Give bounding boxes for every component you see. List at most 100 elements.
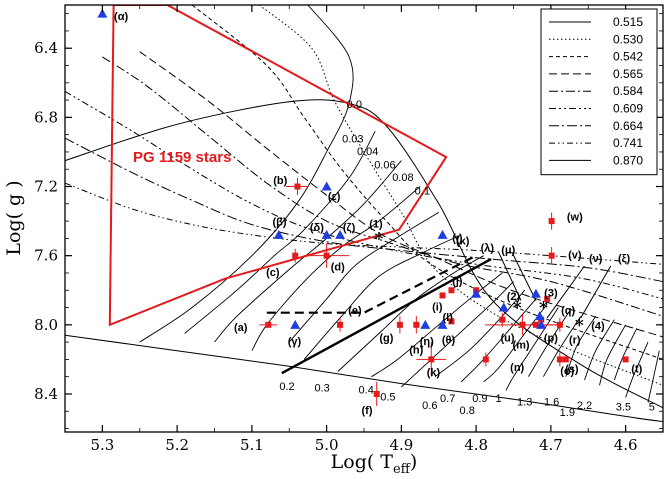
red-star-point [413, 321, 420, 328]
red-star-point [532, 321, 539, 328]
track-0.565 [139, 51, 663, 338]
x-axis-label-sub: eff [393, 462, 412, 477]
legend-entry: 0.584 [613, 84, 643, 98]
isochrone-label: 0.0 [347, 99, 362, 111]
red-star-label: (k) [427, 367, 441, 379]
red-star-point [556, 321, 563, 328]
blue-triangle-label: (η) [420, 336, 434, 348]
red-star-point [556, 356, 563, 363]
track-0.870 [65, 334, 663, 423]
blue-triangle-point [437, 319, 448, 329]
red-star-point [292, 252, 299, 259]
isochrone-label: 0.3 [314, 383, 329, 395]
legend-entry: 0.870 [613, 153, 643, 167]
x-tick-label: 5.2 [165, 436, 189, 454]
legend-entry: 0.542 [613, 50, 643, 64]
blue-triangle-label: (β) [272, 217, 286, 229]
red-star-label: (l) [443, 312, 454, 324]
legend: 0.515 0.530 0.542 0.565 0.584 0.609 0.664 0.741… [540, 8, 658, 176]
isochrone-5 [647, 350, 660, 403]
pg1159-region [108, 5, 448, 327]
blue-triangle-point [335, 229, 346, 239]
isochrone-3.5 [625, 341, 649, 398]
isochrone-label: 0.06 [374, 160, 395, 172]
blue-triangle-point [273, 229, 284, 239]
blue-triangle-point [321, 181, 332, 191]
blue-triangle-label: (δ) [310, 222, 324, 234]
track-0.741 [65, 182, 663, 265]
isochrone-label: 0.2 [279, 381, 294, 393]
blue-triangle-point [321, 229, 332, 239]
red-star-point [548, 252, 555, 259]
red-star-label: (w) [567, 212, 583, 224]
track-0.664 [65, 137, 663, 283]
isochrone-label: 0.7 [440, 393, 455, 405]
red-star-label: (e) [348, 305, 362, 317]
isochrone-label: 0.03 [342, 134, 363, 146]
red-star-point [499, 316, 506, 323]
red-star-label: (r) [569, 334, 581, 346]
blue-triangle-label: (ζ) [343, 222, 356, 234]
isochrone-label: 5 [649, 402, 655, 414]
red-star-point [337, 321, 344, 328]
blue-triangle-label: (α) [114, 11, 128, 23]
red-star-label: (q) [561, 305, 575, 317]
isochrone-2.2 [613, 328, 638, 381]
blue-triangle-point [534, 311, 545, 321]
red-star-label: (g) [379, 333, 393, 345]
red-star-label: (m) [512, 340, 529, 352]
isochrone-label: 0.4 [359, 384, 374, 396]
blue-triangle-point [437, 229, 448, 239]
black-star-point: * [575, 316, 584, 336]
red-star-label: (t) [631, 364, 642, 376]
red-star-point [439, 292, 446, 299]
x-axis-label-main: Log( T [331, 451, 394, 473]
y-tick-label: 8.0 [34, 316, 58, 334]
blue-triangle-label: (γ) [288, 336, 302, 348]
red-star-point [373, 390, 380, 397]
track-0.515 [65, 99, 663, 409]
blue-triangle-label: (ε) [328, 191, 341, 203]
x-tick-label: 4.9 [389, 436, 413, 454]
red-star-label: (j) [452, 276, 463, 288]
isochrone-label: 1.9 [560, 407, 575, 419]
red-star-point [482, 356, 489, 363]
y-tick-label: 7.2 [34, 178, 58, 196]
blue-triangle-label: (ν) [589, 253, 603, 265]
x-tick-label: 5.3 [90, 436, 114, 454]
isochrone-0.06 [251, 186, 421, 351]
black-star-point: * [539, 299, 548, 319]
red-star-point [323, 252, 330, 259]
region-label: PG 1159 stars [133, 149, 231, 166]
isochrone-label: 0.08 [392, 172, 413, 184]
x-axis-label: Log( Teff) [331, 451, 418, 477]
isochrone-label: 2.2 [577, 400, 592, 412]
legend-entry: 0.565 [613, 67, 643, 81]
blue-triangle-point [536, 319, 547, 329]
pg1159-boundary [108, 5, 448, 327]
isochrone-label: 1.6 [544, 397, 559, 409]
red-star-label: (a) [234, 322, 248, 334]
x-tick-label: 4.8 [464, 436, 488, 454]
isochrone-0.8 [505, 307, 559, 391]
legend-entry: 0.664 [613, 119, 643, 133]
black-star-label: (2) [507, 291, 521, 303]
isochrone-0.5 [434, 289, 526, 378]
red-star-point [396, 321, 403, 328]
track-0.542 [191, 5, 663, 360]
isochrone-1.3 [565, 315, 597, 377]
red-star-label: (o) [560, 365, 574, 377]
legend-entry: 0.530 [613, 32, 643, 46]
black-star-point: * [513, 299, 522, 319]
legend-entry: 0.609 [613, 102, 643, 116]
red-star-label: (c) [266, 267, 280, 279]
isochrone-label: 0.04 [357, 146, 378, 158]
isochrone-1 [543, 315, 582, 377]
blue-triangle-point [420, 319, 431, 329]
x-tick-label: 5.0 [315, 436, 339, 454]
isochrone-0.0 [139, 5, 354, 343]
red-star-label: (u) [500, 333, 514, 345]
extra-line-4 [546, 265, 585, 319]
isochrone-label: 3.5 [616, 402, 631, 414]
